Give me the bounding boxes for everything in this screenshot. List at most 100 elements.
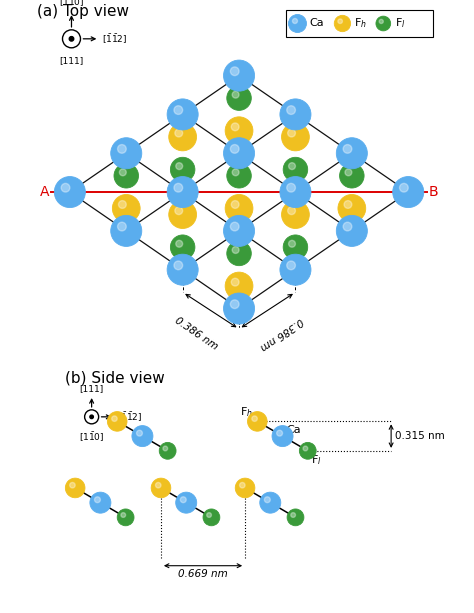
Circle shape — [65, 478, 85, 498]
Circle shape — [232, 246, 239, 253]
Circle shape — [227, 164, 251, 188]
Circle shape — [170, 158, 195, 182]
Circle shape — [379, 20, 383, 23]
Circle shape — [117, 509, 134, 526]
Text: 0.669 nm: 0.669 nm — [178, 568, 228, 579]
Circle shape — [303, 446, 308, 451]
Circle shape — [63, 30, 81, 48]
Circle shape — [231, 123, 239, 131]
Circle shape — [288, 207, 295, 215]
Text: F$_l$: F$_l$ — [395, 17, 405, 31]
Circle shape — [300, 443, 316, 459]
Circle shape — [61, 183, 70, 192]
Circle shape — [282, 123, 310, 151]
Circle shape — [277, 430, 283, 436]
Circle shape — [287, 183, 295, 192]
Circle shape — [287, 261, 295, 270]
Circle shape — [225, 117, 253, 145]
Circle shape — [280, 177, 311, 208]
Circle shape — [176, 240, 182, 247]
Circle shape — [289, 240, 295, 247]
Text: F$_h$: F$_h$ — [354, 17, 367, 31]
Circle shape — [344, 200, 352, 208]
Circle shape — [112, 194, 140, 223]
Circle shape — [159, 443, 176, 459]
Text: [111]: [111] — [59, 56, 83, 65]
Circle shape — [118, 222, 126, 231]
Circle shape — [167, 254, 198, 285]
Text: Ca: Ca — [287, 425, 301, 435]
Circle shape — [288, 129, 295, 137]
Circle shape — [338, 19, 342, 23]
FancyBboxPatch shape — [286, 10, 433, 37]
Circle shape — [289, 15, 307, 32]
Circle shape — [90, 492, 111, 513]
Circle shape — [392, 177, 424, 208]
Circle shape — [283, 235, 308, 259]
Circle shape — [85, 410, 99, 424]
Circle shape — [114, 164, 138, 188]
Text: 0.386 nm: 0.386 nm — [258, 316, 305, 352]
Circle shape — [224, 293, 255, 324]
Text: Ca: Ca — [310, 18, 324, 28]
Circle shape — [231, 200, 239, 208]
Circle shape — [174, 261, 182, 270]
Circle shape — [230, 300, 239, 308]
Circle shape — [163, 446, 168, 451]
Circle shape — [55, 177, 85, 208]
Circle shape — [280, 254, 311, 285]
Circle shape — [289, 162, 295, 170]
Circle shape — [231, 278, 239, 286]
Circle shape — [337, 138, 367, 169]
Circle shape — [339, 164, 364, 188]
Circle shape — [174, 105, 182, 115]
Text: [1$\bar{1}$0]: [1$\bar{1}$0] — [79, 430, 104, 444]
Circle shape — [175, 207, 182, 215]
Circle shape — [227, 241, 251, 265]
Circle shape — [176, 492, 197, 513]
Circle shape — [287, 105, 295, 115]
Circle shape — [225, 272, 253, 300]
Circle shape — [121, 512, 126, 517]
Circle shape — [227, 86, 251, 110]
Circle shape — [230, 145, 239, 153]
Circle shape — [112, 416, 117, 421]
Text: F$_l$: F$_l$ — [310, 454, 321, 468]
Text: A: A — [40, 185, 49, 199]
Circle shape — [180, 497, 186, 503]
Circle shape — [176, 162, 182, 170]
Circle shape — [343, 145, 352, 153]
Circle shape — [70, 482, 75, 488]
Circle shape — [337, 215, 367, 246]
Circle shape — [232, 91, 239, 98]
Circle shape — [239, 482, 245, 488]
Circle shape — [264, 497, 270, 503]
Circle shape — [174, 183, 182, 192]
Circle shape — [282, 200, 310, 229]
Circle shape — [230, 222, 239, 231]
Circle shape — [108, 411, 127, 431]
Circle shape — [224, 138, 255, 169]
Circle shape — [343, 222, 352, 231]
Text: (b) Side view: (b) Side view — [65, 370, 165, 385]
Circle shape — [292, 18, 298, 23]
Circle shape — [118, 145, 126, 153]
Text: F$_h$: F$_h$ — [240, 405, 253, 419]
Circle shape — [400, 183, 408, 192]
Circle shape — [338, 194, 366, 223]
Circle shape — [232, 169, 239, 176]
Circle shape — [260, 492, 281, 513]
Circle shape — [175, 129, 182, 137]
Circle shape — [224, 60, 255, 91]
Text: B: B — [428, 185, 438, 199]
Circle shape — [334, 15, 351, 32]
Circle shape — [69, 37, 74, 41]
Circle shape — [291, 512, 295, 517]
Circle shape — [235, 478, 255, 498]
Circle shape — [137, 430, 142, 436]
Circle shape — [132, 425, 153, 447]
Circle shape — [151, 478, 171, 498]
Circle shape — [230, 67, 239, 75]
Circle shape — [94, 497, 100, 503]
Text: 0.315 nm: 0.315 nm — [395, 431, 445, 441]
